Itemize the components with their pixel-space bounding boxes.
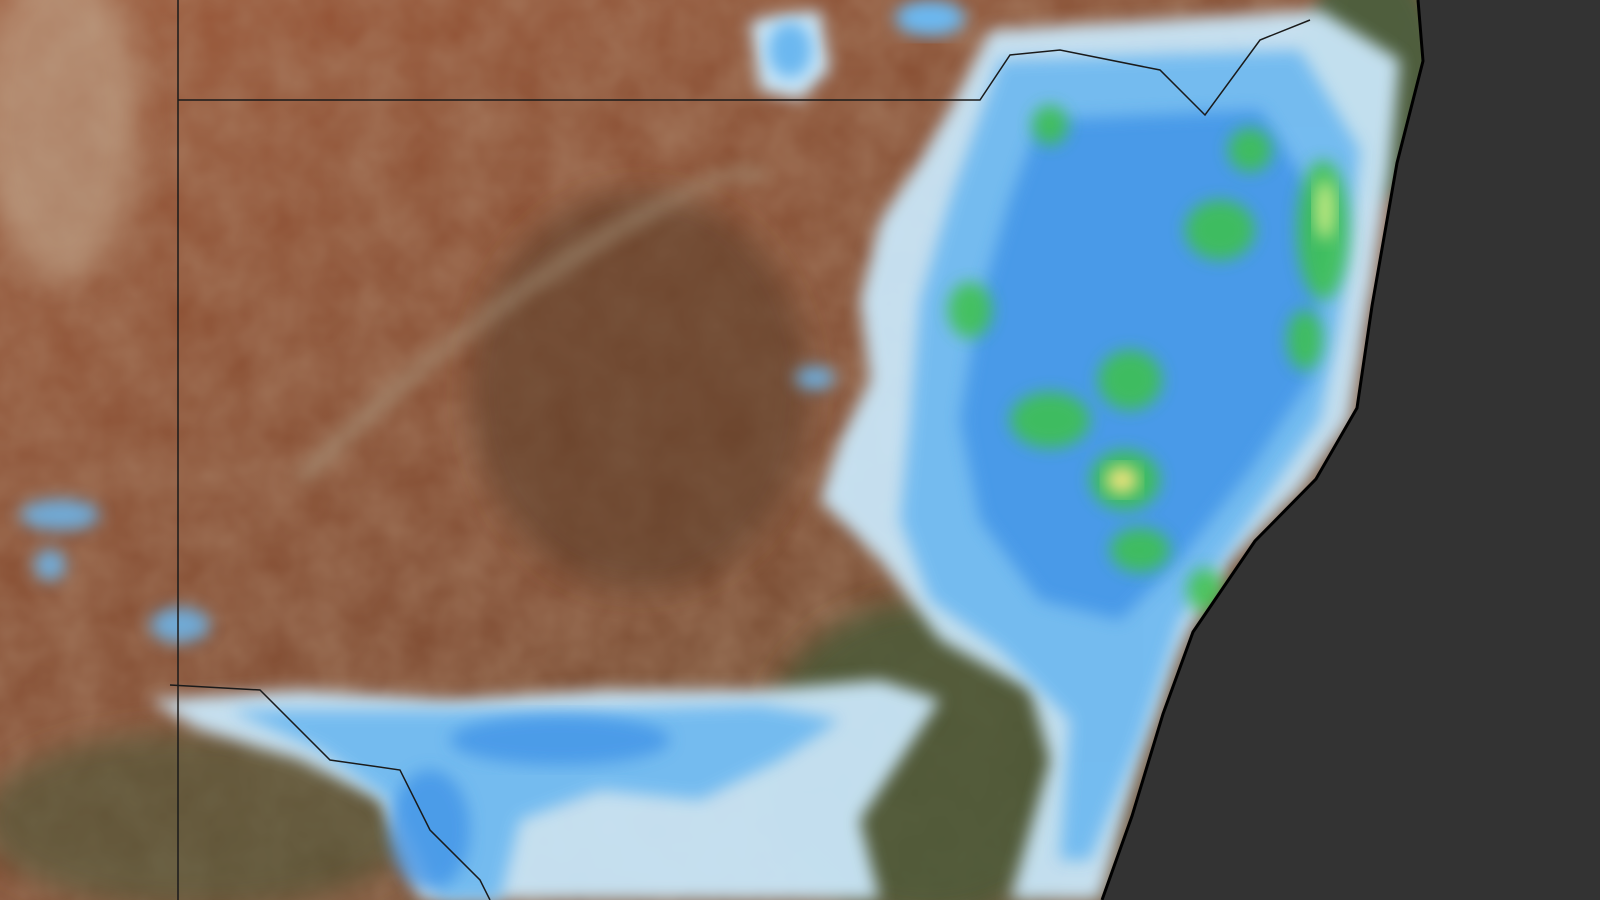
rainfall-overlay [20,0,1400,900]
border-vic-nsw [169,684,491,900]
border-qld-nsw [178,19,1311,117]
state-borders [169,0,1311,900]
coastline [1100,0,1425,900]
